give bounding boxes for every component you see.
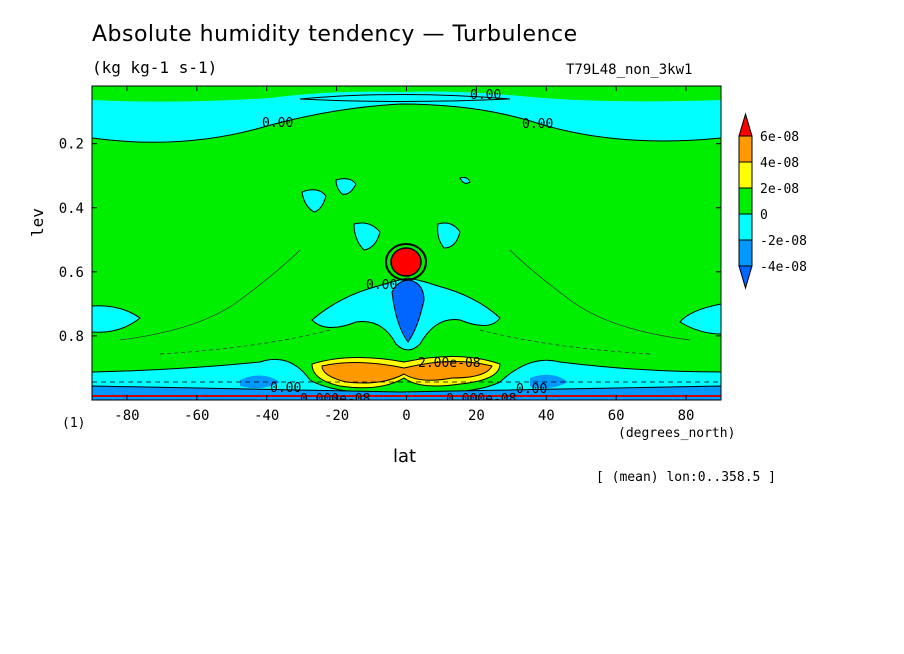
blob-right-small bbox=[459, 177, 471, 184]
lower-blue-right bbox=[530, 374, 568, 389]
chart-units: (kg kg-1 s-1) bbox=[92, 58, 218, 77]
y-axis: 0.2 0.4 0.6 0.8 bbox=[59, 137, 721, 345]
lobe-right-edge bbox=[679, 303, 721, 335]
x-tick-label: -20 bbox=[324, 408, 349, 424]
axis-note: (1) bbox=[62, 416, 86, 431]
colorbar-swatch bbox=[738, 135, 753, 163]
x-tick-label: 40 bbox=[538, 408, 555, 424]
top-positive-band bbox=[92, 86, 721, 102]
y-tick-label: 0.8 bbox=[59, 329, 84, 345]
contour-label-right: 0.00 bbox=[522, 117, 553, 132]
contour-label-surface-left: 0.000e-08 bbox=[300, 392, 370, 407]
contour-dashed-right bbox=[479, 329, 651, 355]
x-tick-label: 80 bbox=[678, 408, 695, 424]
blob-right-mid bbox=[437, 222, 461, 249]
contour-label-max: 2.00e-08 bbox=[418, 356, 481, 371]
run-name: T79L48_non_3kw1 bbox=[566, 62, 693, 78]
contour-line-right bbox=[509, 249, 691, 341]
lower-blue-left bbox=[240, 375, 280, 389]
contour-label-low-right: 0.00 bbox=[516, 382, 547, 397]
colorbar-label: -2e-08 bbox=[760, 234, 807, 249]
x-axis: -80 -60 -40 -20 0 20 40 60 80 bbox=[114, 86, 694, 424]
x-axis-units: (degrees_north) bbox=[618, 426, 736, 441]
colorbar-max-arrow bbox=[738, 112, 753, 137]
chart-title: Absolute humidity tendency — Turbulence bbox=[92, 22, 578, 47]
contour-label-surface-right: 0.000e-08 bbox=[446, 392, 516, 407]
contour-dashed-left bbox=[159, 329, 331, 355]
x-tick-label: -40 bbox=[254, 408, 279, 424]
colorbar-label: 6e-08 bbox=[760, 130, 799, 145]
contour-label-left: 0.00 bbox=[262, 116, 293, 131]
upper-negative-band bbox=[92, 86, 721, 143]
colorbar-swatch bbox=[738, 187, 753, 215]
blob-left-mid bbox=[353, 222, 381, 251]
colorbar-label: 0 bbox=[760, 208, 768, 223]
colorbar-label: 4e-08 bbox=[760, 156, 799, 171]
colorbar: 6e-08 4e-08 2e-08 0 -2e-08 -4e-08 bbox=[738, 112, 807, 290]
x-axis-label: lat bbox=[393, 446, 417, 467]
mean-footnote: [ (mean) lon:0..358.5 ] bbox=[596, 470, 777, 485]
y-tick-label: 0.2 bbox=[59, 137, 84, 153]
equatorial-maximum bbox=[390, 247, 422, 277]
colorbar-swatch bbox=[738, 213, 753, 241]
plot-area: 0.00 0.00 0.00 0.00 2.00e-08 0.00 0.000e… bbox=[92, 86, 721, 407]
colorbar-label: 2e-08 bbox=[760, 182, 799, 197]
colorbar-min-arrow bbox=[738, 265, 753, 290]
top-thin-negative bbox=[299, 94, 511, 102]
x-tick-label: 0 bbox=[402, 408, 410, 424]
equatorial-minimum bbox=[391, 279, 425, 343]
x-tick-label: 20 bbox=[468, 408, 485, 424]
colorbar-swatch bbox=[738, 239, 753, 267]
x-tick-label: 60 bbox=[608, 408, 625, 424]
max-outline bbox=[385, 243, 427, 281]
blob-left-small bbox=[335, 178, 357, 195]
contour-label-center: 0.00 bbox=[366, 278, 397, 293]
y-tick-label: 0.4 bbox=[59, 201, 84, 217]
contour-label-low-left: 0.00 bbox=[270, 381, 301, 396]
contour-label-top: 0.00 bbox=[470, 88, 501, 103]
contour-line-left bbox=[119, 249, 301, 341]
colorbar-label: -4e-08 bbox=[760, 260, 807, 275]
y-tick-label: 0.6 bbox=[59, 265, 84, 281]
blob-left-upper bbox=[301, 189, 327, 213]
x-tick-label: -60 bbox=[184, 408, 209, 424]
lobe-left-edge bbox=[92, 305, 141, 333]
colorbar-swatch bbox=[738, 161, 753, 189]
x-tick-label: -80 bbox=[114, 408, 139, 424]
